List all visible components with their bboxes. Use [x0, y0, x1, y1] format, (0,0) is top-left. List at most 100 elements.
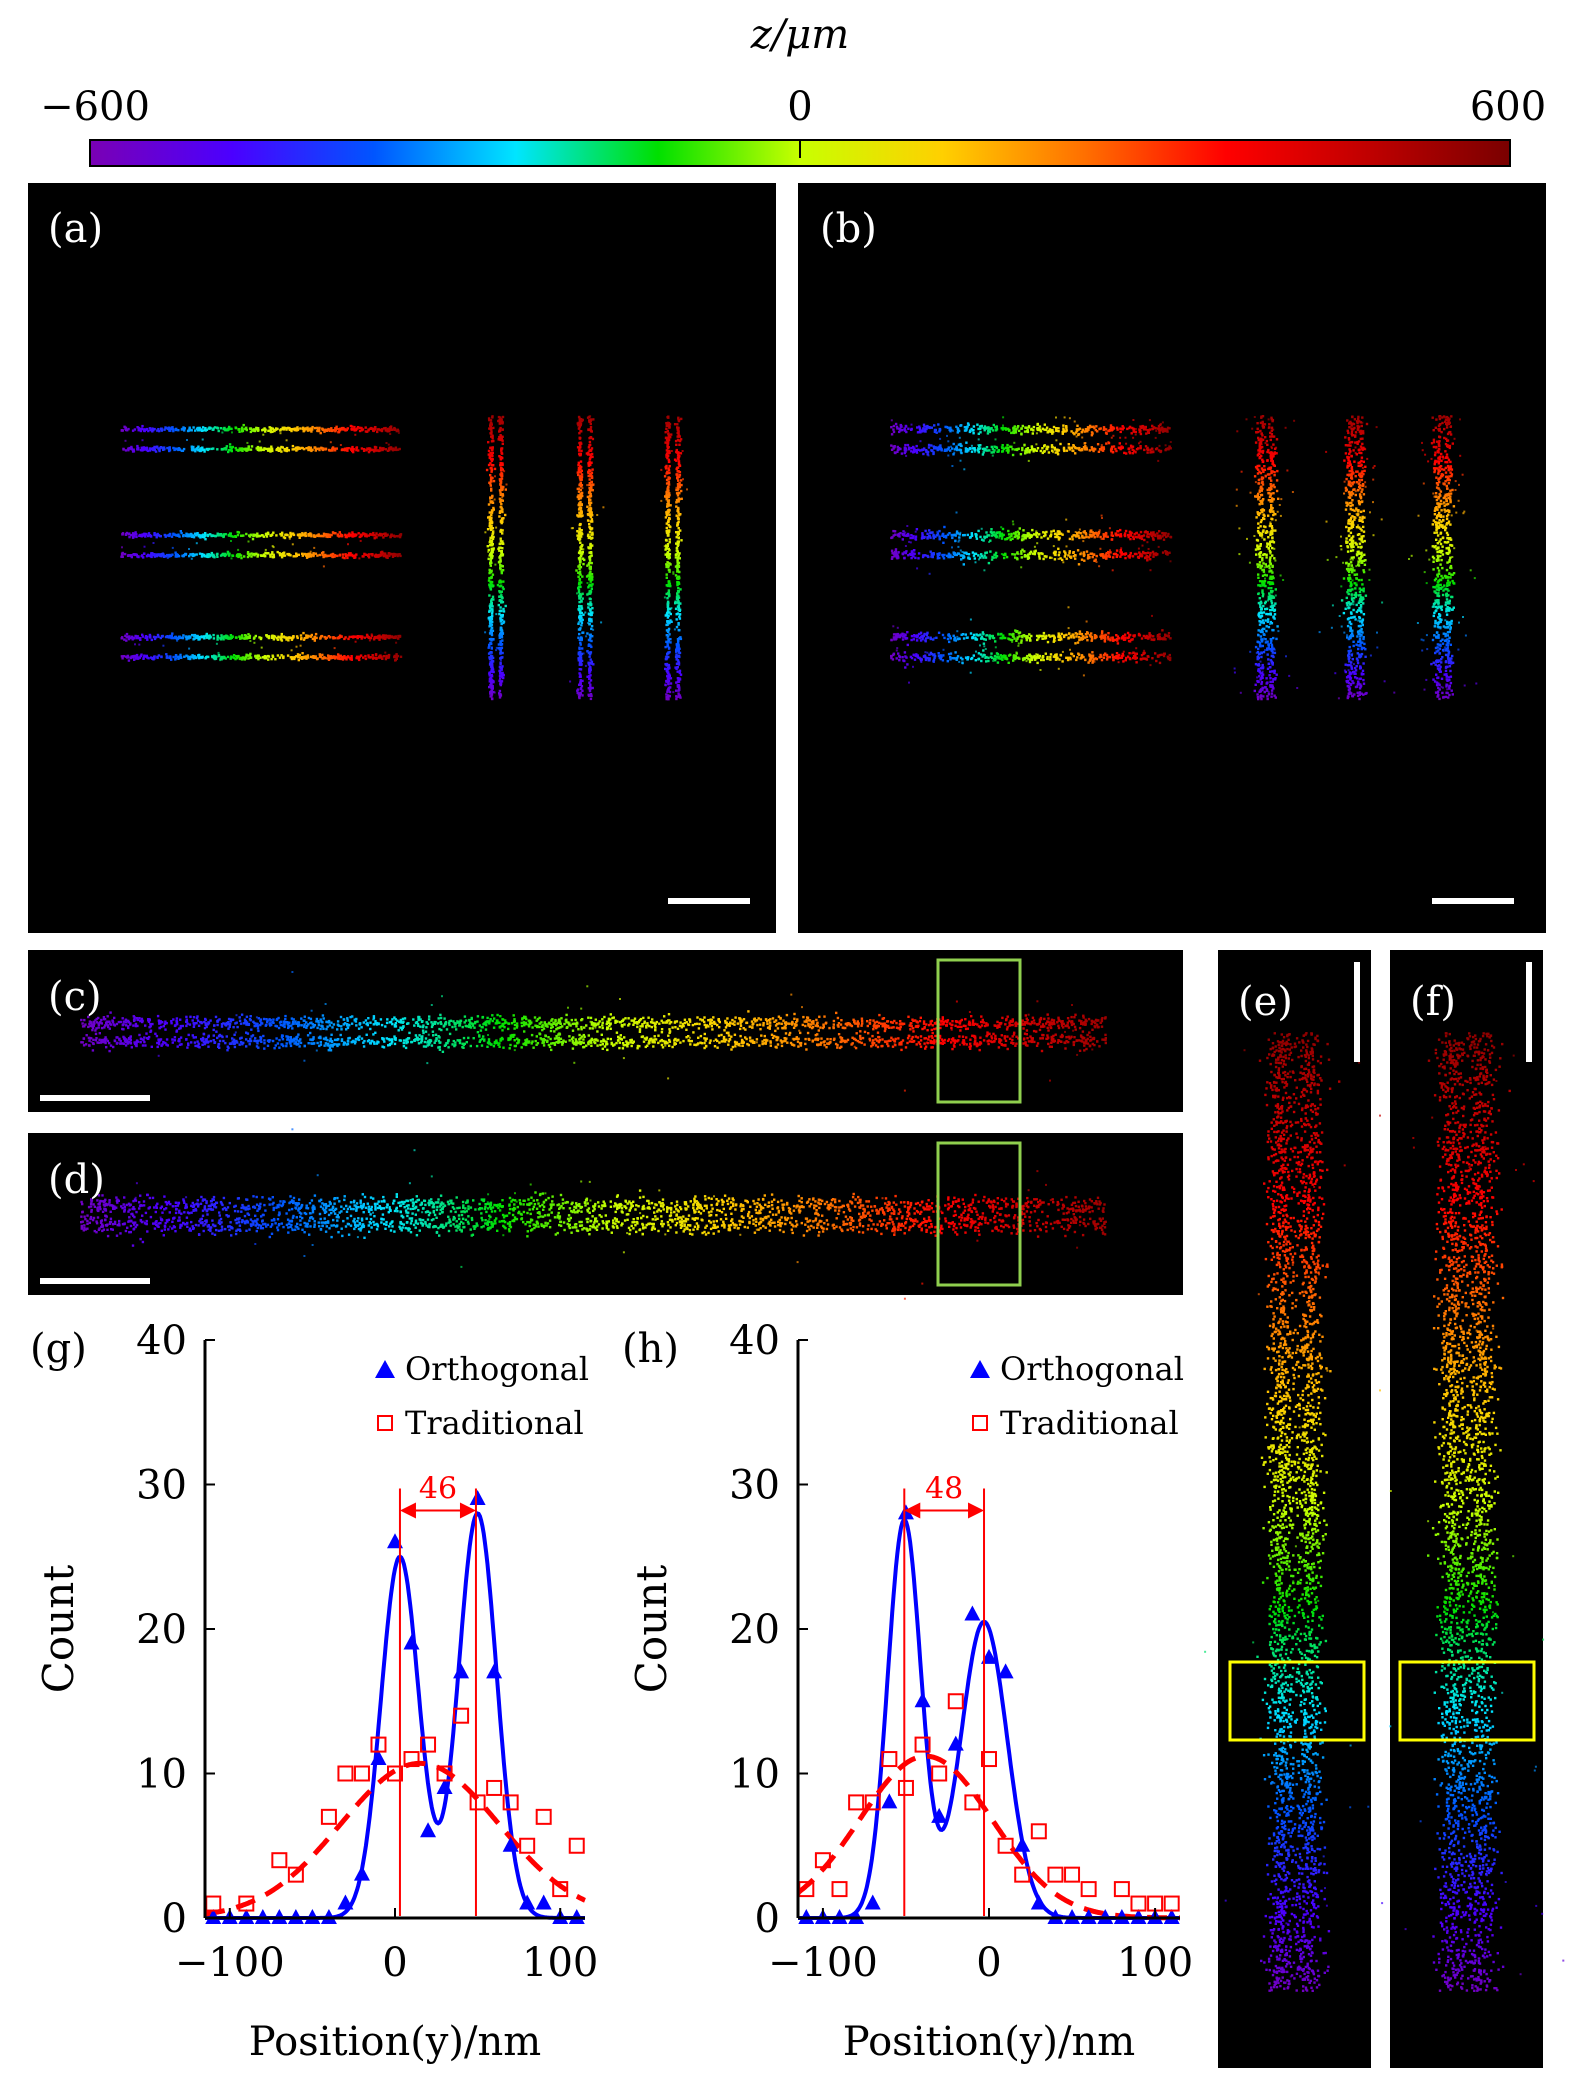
panel-a-vertical-tube-point	[499, 491, 502, 494]
panel-b-horizontal-tube-point	[1110, 428, 1113, 432]
panel-a-horizontal-tube-point	[148, 634, 152, 638]
panel-a-vertical-tube-point	[666, 429, 669, 433]
panel-a-vertical-tube-point	[491, 595, 495, 598]
panel-a-vertical-tube-point	[591, 533, 594, 536]
panel-a-horizontal-tube-point	[306, 654, 310, 657]
panel-a-horizontal-tube-point	[263, 554, 266, 558]
panel-a-vertical-tube-point	[677, 479, 680, 482]
panel-a-vertical-tube-point	[580, 491, 584, 495]
panel-a-horizontal-tube-noise-point	[395, 554, 398, 557]
panel-a-horizontal-tube-point	[155, 554, 159, 558]
panel-b-horizontal-tube-point	[1018, 429, 1021, 432]
panel-a-vertical-tube-point	[668, 426, 671, 429]
panel-a-horizontal-tube-point	[323, 635, 326, 639]
panel-b-horizontal-tube-point	[1016, 558, 1019, 561]
panel-a-horizontal-tube-point	[153, 637, 157, 641]
panel-a-vertical-tube-point	[581, 679, 584, 683]
panel-a-horizontal-tube-point	[246, 636, 249, 640]
panel-a-horizontal-tube-point	[379, 429, 382, 432]
panel-a-horizontal-tube-point	[198, 552, 202, 555]
panel-a-horizontal-tube-point	[224, 533, 227, 536]
panel-b-horizontal-tube-point	[1129, 537, 1132, 541]
panel-a-vertical-tube-point	[586, 505, 589, 508]
panel-a-horizontal-tube-point	[389, 552, 393, 556]
panel-a-horizontal-tube-point	[156, 655, 159, 659]
panel-a-horizontal-tube-point	[181, 554, 185, 558]
panel-a-vertical-tube-point	[588, 468, 591, 472]
panel-a-horizontal-tube-point	[157, 553, 160, 556]
panel-a-horizontal-tube-point	[181, 636, 184, 639]
panel-b-horizontal-tube-point	[1135, 531, 1138, 535]
panel-a-vertical-tube-point	[581, 689, 584, 692]
panel-a-vertical-tube-point	[666, 485, 670, 488]
panel-a-horizontal-tube-point	[136, 448, 139, 451]
panel-a-horizontal-tube-point	[347, 534, 351, 538]
panel-b-horizontal-tube-point	[915, 444, 918, 448]
panel-b-horizontal-tube-point	[1007, 533, 1011, 536]
panel-a-horizontal-tube-point	[310, 553, 314, 557]
panel-a-horizontal-tube-point	[355, 656, 358, 660]
panel-a-vertical-tube-point	[499, 632, 502, 635]
panel-a-horizontal-tube-point	[308, 552, 312, 556]
panel-b-horizontal-tube-point	[918, 428, 922, 431]
panel-a-vertical-tube-point	[500, 474, 503, 478]
panel-a-vertical-tube-point	[500, 570, 503, 573]
panel-b-horizontal-tube-point	[1059, 557, 1062, 560]
panel-a-horizontal-tube-point	[264, 430, 267, 433]
panel-a-horizontal-tube-point	[121, 657, 124, 660]
panel-b-horizontal-tube-noise-point	[1047, 431, 1050, 434]
panel-a-horizontal-tube-point	[294, 446, 297, 449]
panel-a-horizontal-tube-point	[122, 655, 126, 658]
panel-a-horizontal-tube-point	[227, 428, 230, 431]
panel-a-horizontal-tube-point	[206, 555, 209, 558]
panel-b-horizontal-tube-point	[1169, 536, 1173, 539]
panel-b-horizontal-tube-point	[1085, 448, 1088, 451]
panel-b-horizontal-tube-point	[946, 426, 950, 429]
panel-a-horizontal-tube-point	[125, 636, 128, 639]
panel-a-horizontal-tube-point	[375, 532, 378, 535]
panel-a-horizontal-tube-point	[168, 448, 171, 451]
panel-a-horizontal-tube-point	[305, 634, 308, 637]
panel-a-vertical-tube-point	[588, 681, 591, 684]
panel-b-horizontal-tube-point	[922, 452, 925, 456]
panel-b-horizontal-tube-noise-point	[919, 440, 922, 443]
panel-b-horizontal-tube-point	[1011, 448, 1014, 451]
panel-a-vertical-tube-point	[678, 647, 681, 650]
panel-a-horizontal-tube-point	[381, 428, 384, 431]
panel-b-horizontal-tube-point	[1051, 432, 1054, 435]
panel-a-horizontal-tube-point	[296, 446, 299, 449]
panel-a-horizontal-tube-point	[284, 427, 287, 430]
panel-a-horizontal-tube-point	[330, 427, 333, 430]
panel-a-horizontal-tube-point	[140, 535, 143, 538]
panel-a-horizontal-tube-point	[363, 552, 366, 556]
panel-b-horizontal-tube-point	[1062, 427, 1065, 430]
panel-b-horizontal-tube-point	[896, 557, 899, 560]
panel-b-horizontal-tube-point	[894, 451, 897, 455]
panel-a-horizontal-tube-point	[234, 535, 238, 538]
panel-b-horizontal-tube-point	[1046, 445, 1049, 448]
panel-b-horizontal-tube-point	[1133, 552, 1137, 556]
panel-a-horizontal-tube-point	[261, 554, 264, 557]
panel-a-horizontal-tube-point	[171, 553, 174, 556]
panel-a-horizontal-tube-point	[142, 448, 146, 451]
panel-a-vertical-tube-point	[679, 637, 683, 641]
panel-a-horizontal-tube-point	[369, 656, 372, 659]
panel-a: (a)	[28, 183, 776, 933]
panel-a-vertical-tube-point	[590, 430, 593, 433]
panel-a-vertical-tube-point	[588, 449, 591, 452]
panel-a-vertical-tube-point	[578, 695, 581, 699]
panel-a-horizontal-tube-point	[131, 429, 135, 432]
panel-a-vertical-tube-point	[580, 529, 583, 532]
panel-a-vertical-tube-point	[491, 665, 494, 669]
panel-b-horizontal-tube-point	[1077, 432, 1081, 436]
panel-a-horizontal-tube-noise-point	[258, 440, 261, 443]
panel-a-horizontal-tube-point	[249, 430, 253, 434]
panel-b-horizontal-tube-point	[1132, 429, 1135, 433]
panel-a-vertical-tube-point	[504, 513, 507, 517]
panel-a-horizontal-tube-point	[286, 654, 290, 657]
panel-a-vertical-tube-point	[577, 583, 581, 586]
panel-a-horizontal-tube-point	[364, 654, 367, 658]
panel-b-horizontal-tube-point	[990, 427, 993, 430]
panel-a-vertical-tube-point	[501, 632, 505, 635]
panel-a-horizontal-tube-point	[244, 634, 248, 638]
